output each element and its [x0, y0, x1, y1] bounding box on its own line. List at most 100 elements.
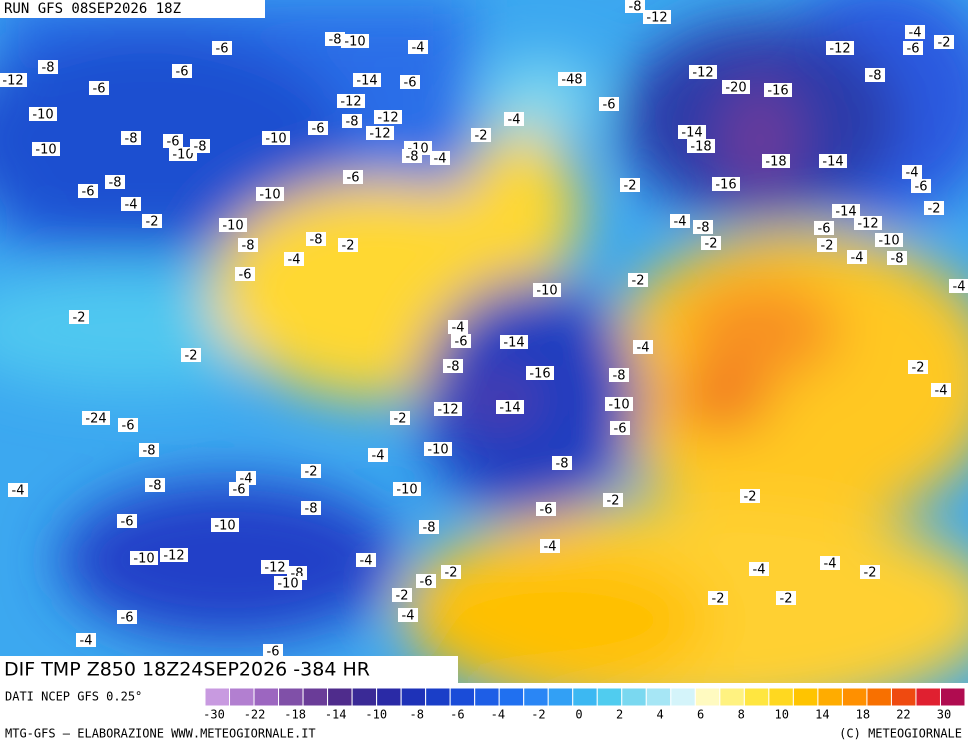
contour-label: -2 [338, 238, 358, 254]
contour-label: -8 [139, 443, 159, 459]
label-text: -4 [288, 253, 301, 268]
label-text: -16 [529, 367, 550, 382]
label-text: -6 [455, 335, 468, 350]
contour-label: -2 [817, 238, 837, 254]
contour-label: -2 [142, 214, 162, 230]
label-box [0, 73, 27, 87]
label-box [256, 187, 284, 201]
label-box [402, 149, 422, 163]
color-swatch [351, 687, 378, 707]
contour-label: -2 [181, 348, 201, 364]
contour-label: -6 [416, 574, 436, 590]
contour-label: -10 [424, 442, 452, 458]
label-box [902, 165, 922, 179]
label-text: -8 [194, 140, 207, 155]
label-text: -14 [681, 126, 702, 141]
label-box [865, 68, 885, 82]
label-text: -4 [412, 41, 425, 56]
label-text: -12 [264, 561, 285, 576]
label-box [353, 73, 381, 87]
contour-label: -6 [117, 610, 137, 626]
label-text: -6 [420, 575, 433, 590]
label-text: -8 [109, 176, 122, 191]
color-swatch [694, 687, 721, 707]
label-text: -6 [907, 42, 920, 57]
colorbar-tick-label: 30 [937, 708, 951, 722]
label-text: -10 [608, 398, 629, 413]
label-box [306, 232, 326, 246]
color-swatch [278, 687, 304, 707]
color-swatch [253, 687, 280, 707]
label-box [274, 576, 302, 590]
contour-label: -6 [610, 421, 630, 437]
label-text: -10 [32, 108, 53, 123]
label-text: -2 [342, 239, 355, 254]
label-text: -2 [396, 589, 409, 604]
label-box [908, 360, 928, 374]
colorbar-tick-label: -2 [531, 708, 545, 722]
label-text: -6 [122, 419, 135, 434]
contour-label: -4 [820, 556, 840, 572]
contour-label: -12 [337, 94, 365, 110]
contour-label: -6 [308, 121, 328, 137]
color-swatch [302, 687, 329, 707]
contour-label: -10 [32, 142, 60, 158]
label-box [38, 60, 58, 74]
contour-label: -10 [211, 518, 239, 534]
label-box [263, 644, 283, 658]
colorbar-tick-label: -4 [491, 708, 505, 722]
contour-label: -2 [392, 588, 412, 604]
label-text: -10 [427, 443, 448, 458]
label-text: -2 [305, 465, 318, 480]
label-box [424, 442, 452, 456]
contour-label: -12 [826, 41, 854, 57]
label-box [219, 218, 247, 232]
label-text: -4 [80, 634, 93, 649]
label-text: -48 [561, 73, 582, 88]
label-text: -2 [394, 412, 407, 427]
color-swatch [915, 687, 941, 707]
label-box [448, 320, 468, 334]
contour-label: -14 [500, 335, 528, 351]
contour-label: -14 [496, 400, 524, 416]
contour-label: -4 [448, 320, 468, 336]
label-text: -12 [340, 95, 361, 110]
label-box [533, 283, 561, 297]
label-text: -2 [607, 494, 620, 509]
label-box [118, 418, 138, 432]
label-box [924, 201, 944, 215]
colorbar-tick-label: -30 [203, 708, 225, 722]
label-text: -10 [277, 577, 298, 592]
label-box [308, 121, 328, 135]
colorbar-tick-label: -6 [450, 708, 464, 722]
label-box [32, 142, 60, 156]
label-text: -4 [452, 321, 465, 336]
label-box [142, 214, 162, 228]
contour-label: -4 [749, 562, 769, 578]
label-box [678, 125, 706, 139]
label-text: -12 [646, 11, 667, 26]
contour-label: -4 [408, 40, 428, 56]
label-text: -2 [445, 566, 458, 581]
label-text: -10 [396, 483, 417, 498]
label-box [69, 310, 89, 324]
colorbar-tick-label: -22 [244, 708, 266, 722]
contour-label: -10 [341, 34, 369, 50]
contour-label: -16 [526, 366, 554, 382]
label-box [368, 448, 388, 462]
contour-label: -10 [605, 397, 633, 413]
contour-label: -10 [256, 187, 284, 203]
label-text: -8 [869, 69, 882, 84]
label-box [172, 64, 192, 78]
label-text: -8 [423, 521, 436, 536]
contour-label: -20 [722, 80, 750, 96]
label-box [262, 131, 290, 145]
contour-label: -8 [887, 251, 907, 267]
label-text: -6 [614, 422, 627, 437]
label-box [121, 131, 141, 145]
colorbar-tick-label: 22 [896, 708, 910, 722]
label-box [337, 94, 365, 108]
contour-label: -6 [263, 644, 283, 660]
colorbar-tick-label: -14 [325, 708, 347, 722]
